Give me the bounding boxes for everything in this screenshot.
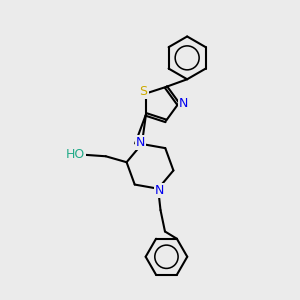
- Text: S: S: [140, 85, 148, 98]
- Text: HO: HO: [66, 148, 85, 161]
- Text: N: N: [155, 184, 164, 197]
- Text: N: N: [136, 136, 145, 149]
- Text: N: N: [179, 98, 188, 110]
